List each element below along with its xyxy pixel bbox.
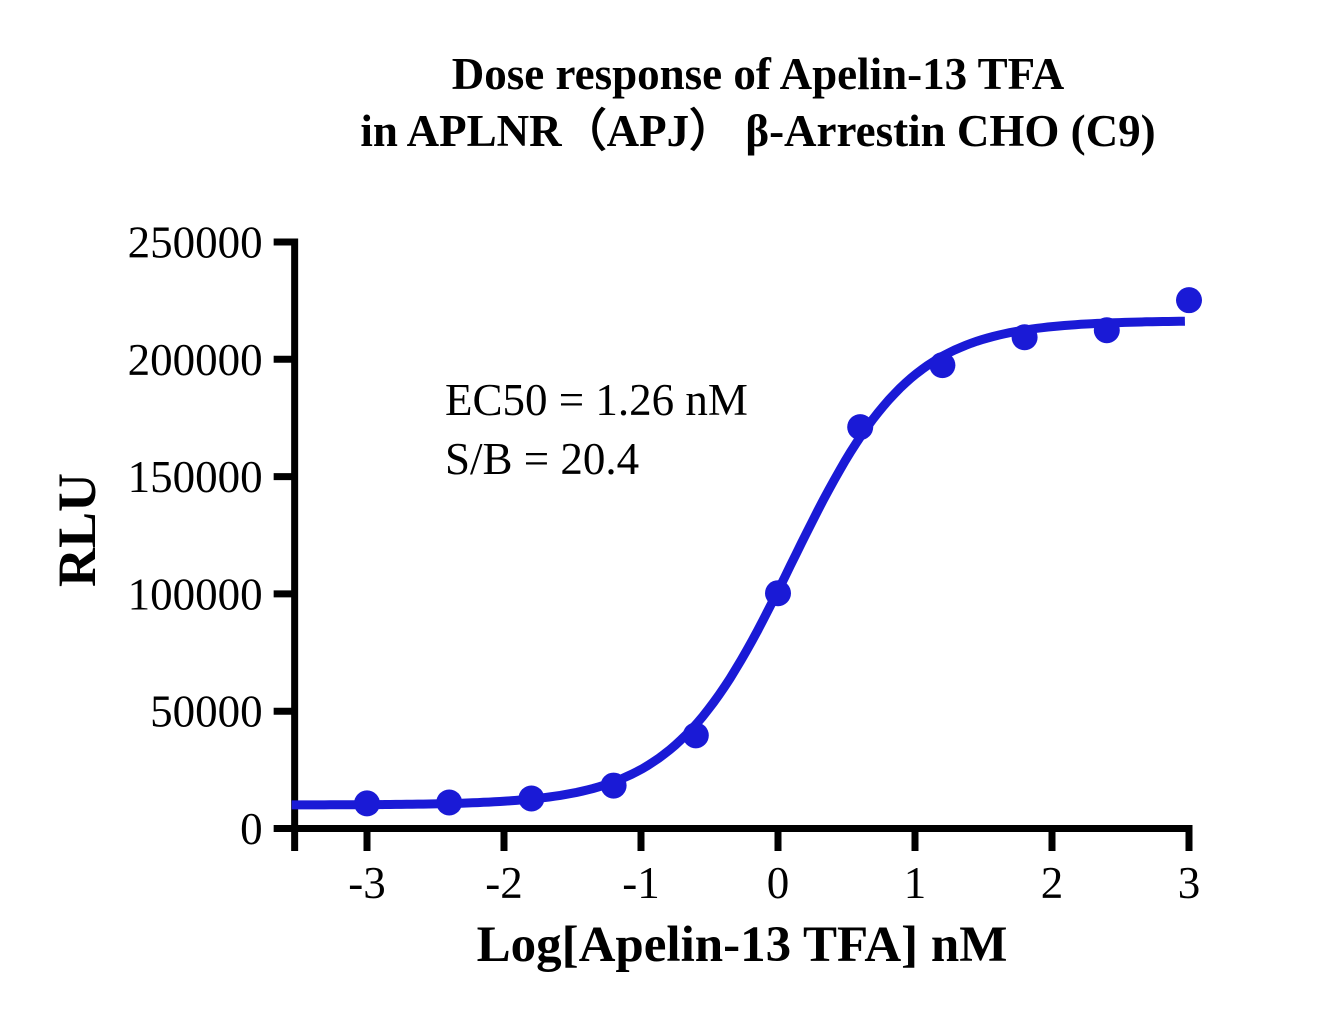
chart-title-line1: Dose response of Apelin-13 TFA — [451, 49, 1065, 99]
chart-title-line2: in APLNR（APJ） β-Arrestin CHO (C9) — [360, 106, 1156, 156]
data-point — [436, 789, 463, 816]
data-point — [1093, 317, 1120, 344]
data-point — [600, 772, 627, 799]
signal-background-text: S/B = 20.4 — [445, 434, 640, 484]
x-tick-label: -1 — [622, 858, 660, 908]
data-point — [354, 790, 380, 817]
x-tick-label: -3 — [348, 858, 386, 908]
y-tick-label: 50000 — [150, 687, 263, 737]
data-point — [682, 722, 709, 749]
data-point — [518, 785, 545, 812]
fit-results-annotation: EC50 = 1.26 nM S/B = 20.4 — [445, 371, 748, 489]
chart-title: Dose response of Apelin-13 TFA in APLNR（… — [193, 46, 1323, 160]
y-tick-label: 100000 — [128, 569, 263, 619]
data-point — [929, 352, 956, 379]
data-point — [1011, 324, 1038, 351]
x-axis-title: Log[Apelin-13 TFA] nM — [476, 917, 1008, 973]
data-point — [847, 414, 874, 441]
x-tick-label: 0 — [767, 858, 790, 908]
x-tick-label: 3 — [1178, 858, 1201, 908]
x-tick-label: 1 — [904, 858, 927, 908]
y-axis-title: RLU — [47, 472, 107, 588]
x-tick-label: -2 — [485, 858, 523, 908]
data-point — [765, 580, 791, 607]
y-tick-label: 150000 — [128, 452, 263, 502]
ec50-value-text: EC50 = 1.26 nM — [445, 375, 748, 425]
x-tick-label: 2 — [1041, 858, 1064, 908]
y-tick-label: 250000 — [128, 218, 263, 268]
data-point — [1176, 287, 1202, 314]
y-tick-label: 0 — [240, 804, 263, 854]
y-tick-label: 200000 — [128, 335, 263, 385]
